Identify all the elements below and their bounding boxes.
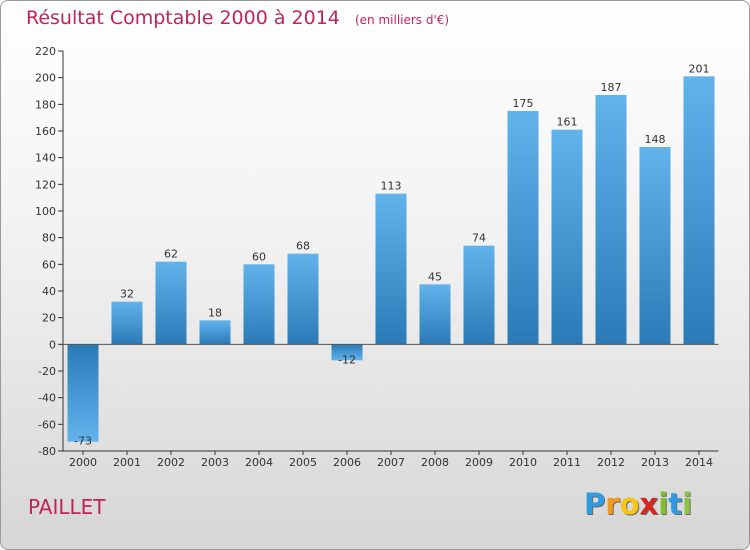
- y-tick-label: 200: [35, 72, 56, 85]
- bar-2010: [507, 111, 539, 345]
- bar-2003: [199, 320, 231, 345]
- x-tick-label-2000: 2000: [69, 456, 97, 469]
- x-tick-label-2008: 2008: [421, 456, 449, 469]
- bar-2002: [155, 261, 187, 345]
- y-tick-label: 180: [35, 98, 56, 111]
- bar-2008: [419, 284, 451, 345]
- brand-logo: Proxiti: [584, 487, 692, 521]
- x-tick-label-2007: 2007: [377, 456, 405, 469]
- x-tick-label-2004: 2004: [245, 456, 273, 469]
- data-label-2013: 148: [645, 133, 666, 146]
- brand-letter: o: [619, 487, 640, 521]
- data-label-2010: 175: [513, 97, 534, 110]
- x-tick-label-2006: 2006: [333, 456, 361, 469]
- data-label-2004: 60: [252, 250, 266, 263]
- y-axis: -80 -60 -40 -20 0 20 40 60 80 100 120 140 160 180 200 2…: [35, 45, 64, 458]
- data-label-2005: 68: [296, 240, 310, 253]
- x-axis: 2000 2001 2002 2003 2004 2005 2006 2007 2008 2009…: [63, 343, 719, 469]
- bar-2000: [67, 344, 99, 442]
- data-label-2007: 113: [381, 180, 402, 193]
- bar-2004: [243, 264, 275, 345]
- bar-2005: [287, 253, 319, 345]
- y-tick-label: -60: [38, 418, 56, 431]
- data-label-2008: 45: [428, 270, 442, 283]
- y-tick-label: 40: [42, 285, 56, 298]
- bar-2011: [551, 129, 583, 345]
- data-label-2000: -73: [74, 435, 92, 448]
- bars: [67, 76, 715, 442]
- y-tick-label: -40: [38, 392, 56, 405]
- x-tick-label-2001: 2001: [113, 456, 141, 469]
- data-label-2011: 161: [557, 116, 578, 129]
- y-tick-label: -20: [38, 365, 56, 378]
- x-tick-label-2014: 2014: [685, 456, 713, 469]
- x-tick-label-2005: 2005: [289, 456, 317, 469]
- brand-letter: P: [584, 487, 606, 521]
- y-tick-label: 100: [35, 205, 56, 218]
- y-tick-label: 160: [35, 125, 56, 138]
- y-tick-label: 140: [35, 152, 56, 165]
- bar-2013: [639, 147, 671, 345]
- bar-2007: [375, 193, 407, 345]
- y-tick-label: 20: [42, 312, 56, 325]
- commune-name: PAILLET: [28, 495, 106, 519]
- data-label-2003: 18: [208, 306, 222, 319]
- brand-letter: t: [668, 487, 683, 521]
- y-tick-label: 80: [42, 232, 56, 245]
- bar-2001: [111, 301, 143, 345]
- data-label-2001: 32: [120, 288, 134, 301]
- x-tick-label-2009: 2009: [465, 456, 493, 469]
- brand-letter: i: [658, 487, 669, 521]
- y-tick-label: 0: [49, 338, 56, 351]
- brand-letter: x: [639, 487, 659, 521]
- x-tick-label-2010: 2010: [509, 456, 537, 469]
- x-tick-label-2013: 2013: [641, 456, 669, 469]
- y-tick-label: -80: [38, 445, 56, 458]
- title-row: Résultat Comptable 2000 à 2014 (en milli…: [26, 7, 449, 29]
- x-tick-label-2011: 2011: [553, 456, 581, 469]
- bar-2006: [331, 344, 363, 361]
- data-label-2014: 201: [689, 62, 710, 75]
- brand-letter: i: [682, 487, 693, 521]
- y-tick-label: 60: [42, 258, 56, 271]
- x-tick-label-2002: 2002: [157, 456, 185, 469]
- chart-unit-label: (en milliers d'€): [354, 13, 450, 27]
- data-label-2006: -12: [338, 353, 356, 366]
- x-tick-label-2012: 2012: [597, 456, 625, 469]
- x-tick-label-2003: 2003: [201, 456, 229, 469]
- bar-2014: [683, 76, 715, 345]
- y-tick-label: 220: [35, 45, 56, 58]
- chart-title: Résultat Comptable 2000 à 2014: [26, 7, 340, 29]
- data-labels: -73 32 62 18 60 68 -12 113 45 74 175 161 187 148 201: [74, 62, 709, 447]
- bar-2012: [595, 95, 627, 345]
- bar-2009: [463, 245, 495, 345]
- data-label-2009: 74: [472, 232, 486, 245]
- data-label-2002: 62: [164, 248, 178, 261]
- y-tick-label: 120: [35, 178, 56, 191]
- brand-letter: r: [605, 487, 620, 521]
- data-label-2012: 187: [601, 81, 622, 94]
